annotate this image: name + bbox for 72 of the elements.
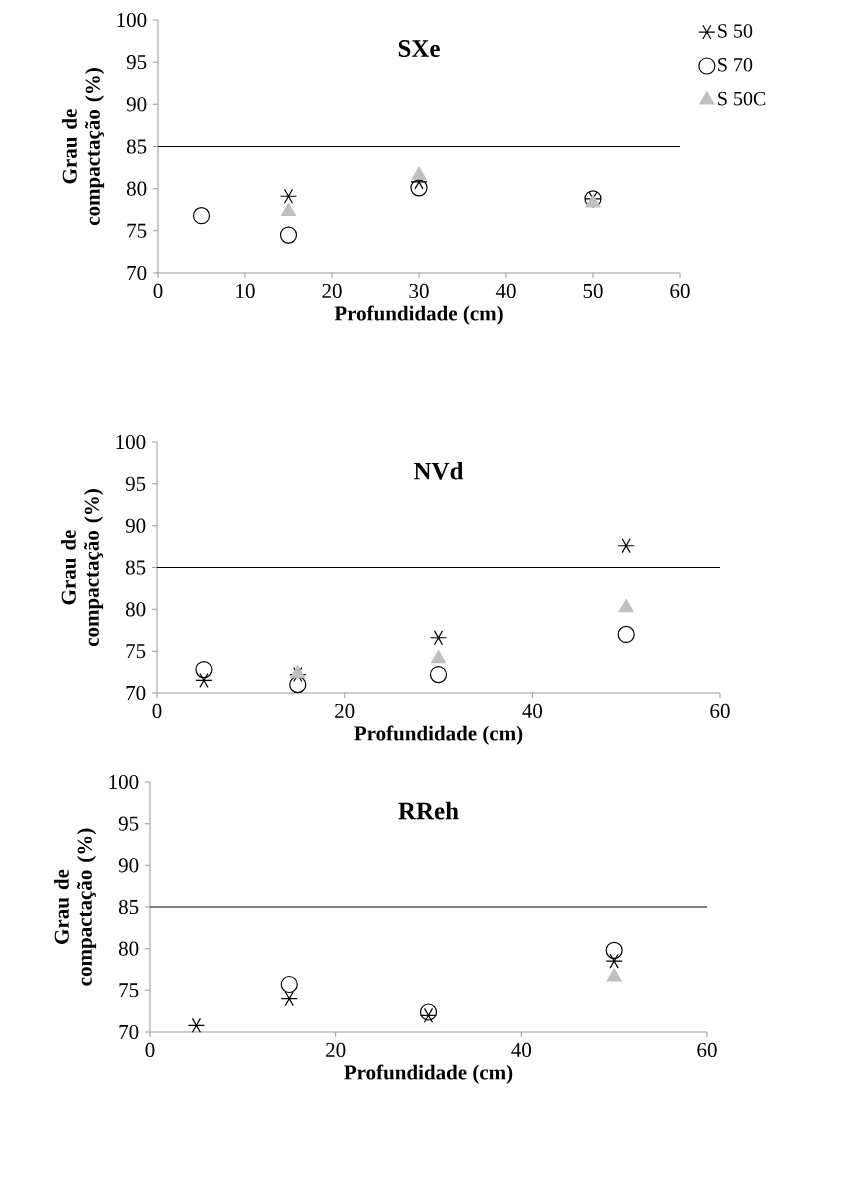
point [429,630,448,646]
y-tick-label: 70 [127,265,147,281]
point [195,672,213,688]
point [617,625,635,644]
point [290,665,306,679]
x-tick-label: 50 [583,283,603,299]
y-tick-label: 75 [127,223,147,238]
point [279,188,298,204]
y-tick-label: 90 [125,518,146,533]
y-tick-label: 70 [119,1024,139,1040]
y-tick-label: 85 [125,560,146,575]
point [280,202,297,217]
legend-label: S 50 [718,24,753,38]
point [605,941,623,959]
x-axis-title: Profundidade (cm) [354,725,523,745]
y-tick-label: 80 [118,941,139,956]
y-tick-label: 100 [117,12,147,28]
y-tick-label: 90 [126,97,147,112]
legend-label: S 70 [718,58,753,72]
x-tick-label: 0 [145,1042,155,1058]
point [280,975,298,994]
x-axis-title: Profundidade (cm) [334,305,503,325]
point [429,665,448,684]
point [410,179,428,197]
point [605,953,623,969]
y-tick-label: 100 [109,774,139,790]
point [187,1017,206,1033]
point [618,599,634,613]
y-tick-label: 80 [125,602,146,617]
x-tick-label: 0 [152,703,162,719]
y-tick-label: 70 [126,685,146,701]
y-tick-label: 95 [125,476,146,491]
y-axis-title: Grau de compactação (%) [61,489,104,647]
x-tick-label: 20 [335,703,355,719]
text: RReh [398,801,459,820]
y-tick-label: 80 [126,181,147,196]
y-tick-label: 95 [118,816,139,831]
x-tick-label: 40 [495,283,516,299]
x-tick-label: 10 [236,283,255,299]
point [279,226,298,244]
x-tick-label: 40 [511,1042,532,1058]
point [195,660,213,679]
x-tick-label: 20 [322,283,342,299]
y-tick-label: 85 [118,899,139,915]
y-tick-label: 90 [118,858,139,873]
y-tick-label: 100 [116,434,146,450]
point [606,968,622,982]
x-tick-label: 60 [670,283,690,299]
point [430,650,447,664]
point [419,1007,438,1023]
y-tick-label: 75 [126,644,146,659]
y-tick-label: 75 [119,983,139,998]
text: NVd [413,461,464,480]
x-axis-title: Profundidade (cm) [344,1064,513,1084]
point [289,676,307,694]
y-tick-label: 85 [126,139,147,154]
point [411,166,427,180]
x-tick-label: 20 [326,1042,346,1058]
point [192,207,211,225]
point [280,991,298,1007]
point [617,538,635,554]
x-tick-label: 60 [710,703,730,719]
x-tick-label: 30 [409,283,429,299]
x-tick-label: 0 [153,283,163,299]
text: SXe [398,40,440,57]
y-axis-title: Grau de compactação (%) [54,828,97,986]
y-tick-label: 95 [126,55,147,70]
legend-label: S 50C [718,91,766,106]
y-axis-title: Grau de compactação (%) [62,68,105,226]
x-tick-label: 40 [522,703,543,719]
x-tick-label: 60 [697,1042,717,1058]
point [419,1003,438,1021]
